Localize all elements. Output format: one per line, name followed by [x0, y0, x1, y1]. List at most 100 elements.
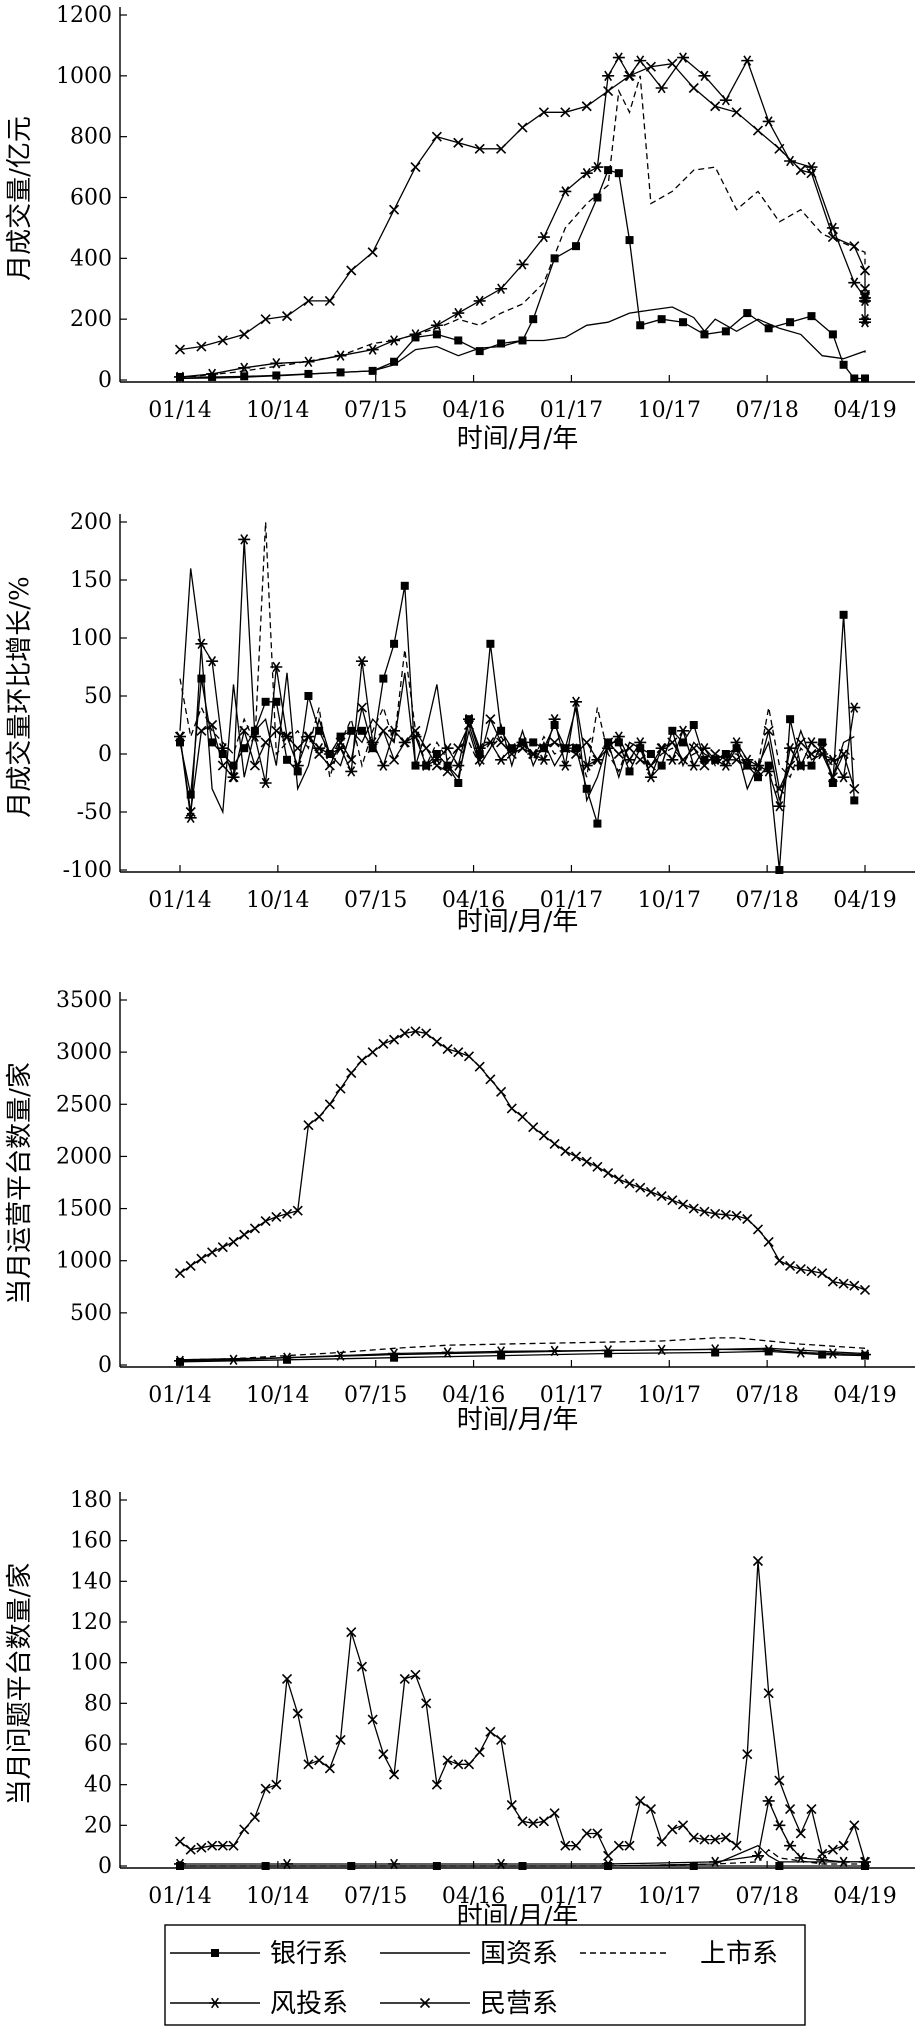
data-point-private — [581, 1156, 592, 1167]
data-point-vc — [602, 1858, 615, 1870]
data-point-private — [656, 743, 667, 754]
series-listed — [180, 1848, 865, 1867]
series-line-vc — [179, 56, 866, 378]
data-point-private — [474, 1061, 485, 1072]
data-point-private — [752, 1224, 764, 1235]
data-point-bank — [850, 796, 859, 805]
data-point-vc — [441, 742, 454, 754]
data-point-private — [239, 1824, 250, 1835]
data-point-vc — [655, 1344, 668, 1356]
y-tick-label: 2000 — [56, 1144, 112, 1169]
series-line-private — [179, 1560, 866, 1863]
data-point-private — [421, 743, 432, 754]
data-point-private — [196, 1842, 207, 1853]
data-point-private — [453, 1759, 464, 1770]
y-tick-label: 0 — [98, 742, 112, 767]
data-point-private — [560, 743, 571, 754]
data-point-vc — [484, 737, 497, 748]
data-point-bank — [646, 750, 655, 758]
data-point-vc — [281, 1858, 294, 1870]
data-point-bank — [700, 755, 709, 764]
data-point-vc — [270, 661, 283, 673]
data-point-private — [763, 1688, 774, 1699]
data-point-vc — [784, 1840, 797, 1851]
x-tick-label: 01/17 — [540, 398, 603, 423]
data-point-private — [603, 737, 614, 748]
data-point-private — [314, 748, 325, 760]
x-tick-label: 10/17 — [638, 1383, 701, 1408]
y-tick-label: 0 — [98, 1854, 112, 1879]
data-point-private — [710, 748, 721, 760]
data-point-bank — [208, 372, 217, 381]
data-point-private — [399, 1028, 410, 1039]
data-point-private — [849, 1820, 860, 1831]
series-line-private — [179, 707, 855, 813]
series-line-listed — [179, 521, 855, 779]
data-point-private — [645, 1186, 657, 1197]
data-point-bank — [550, 721, 559, 729]
data-point-bank — [572, 242, 581, 251]
data-point-bank — [197, 674, 206, 683]
data-point-private — [388, 1769, 400, 1780]
data-point-bank — [839, 610, 848, 619]
data-point-private — [207, 1840, 218, 1851]
data-point-vc — [388, 1858, 401, 1870]
series-listed — [179, 75, 866, 379]
data-point-bank — [400, 581, 409, 590]
data-point-private — [292, 1205, 303, 1216]
data-point-private — [603, 85, 614, 97]
data-point-vc — [644, 771, 657, 783]
data-point-bank — [828, 330, 837, 339]
data-point-private — [346, 754, 357, 765]
data-point-vc — [634, 55, 647, 66]
data-point-private — [710, 101, 721, 112]
data-point-private — [442, 1043, 453, 1055]
data-point-private — [677, 754, 689, 765]
data-point-private — [217, 1242, 228, 1253]
data-point-private — [314, 1111, 325, 1122]
data-point-private — [324, 760, 335, 771]
data-point-private — [260, 1783, 271, 1794]
data-point-private — [303, 295, 314, 306]
data-point-private — [517, 743, 528, 754]
data-point-vc — [495, 754, 508, 766]
data-point-private — [185, 806, 196, 818]
data-point-private — [442, 1755, 453, 1766]
data-point-private — [292, 1708, 303, 1719]
data-point-private — [346, 1627, 357, 1638]
data-point-bank — [775, 866, 784, 874]
series-vc — [174, 1344, 871, 1367]
data-point-private — [560, 1840, 571, 1851]
data-point-private — [859, 1284, 871, 1295]
data-point-vc — [227, 1354, 240, 1366]
data-point-bank — [390, 357, 399, 366]
y-tick-label: 180 — [70, 1488, 112, 1513]
data-point-private — [271, 725, 282, 736]
y-tick-label: 60 — [84, 1732, 112, 1757]
data-point-private — [699, 760, 710, 771]
series-private — [174, 702, 860, 818]
data-point-private — [431, 131, 442, 142]
data-point-private — [752, 1555, 764, 1567]
data-point-private — [528, 1122, 539, 1133]
y-tick-label: 140 — [70, 1569, 112, 1594]
data-point-vc — [602, 70, 615, 82]
data-point-private — [667, 58, 678, 69]
data-point-private — [474, 754, 485, 765]
data-point-bank — [625, 767, 634, 776]
data-point-private — [217, 1840, 228, 1851]
data-point-private — [806, 748, 817, 760]
data-point-bank — [432, 330, 441, 339]
data-point-bank — [828, 779, 837, 787]
data-point-private — [806, 1804, 817, 1815]
data-point-private — [592, 1161, 603, 1172]
data-point-private — [335, 1734, 346, 1745]
data-point-private — [795, 165, 806, 176]
data-point-vc — [794, 1347, 807, 1358]
data-point-vc — [709, 1856, 722, 1868]
data-point-vc — [259, 777, 272, 789]
series-vc — [174, 52, 871, 383]
y-axis-title: 月成交量环比增长/% — [5, 576, 35, 817]
